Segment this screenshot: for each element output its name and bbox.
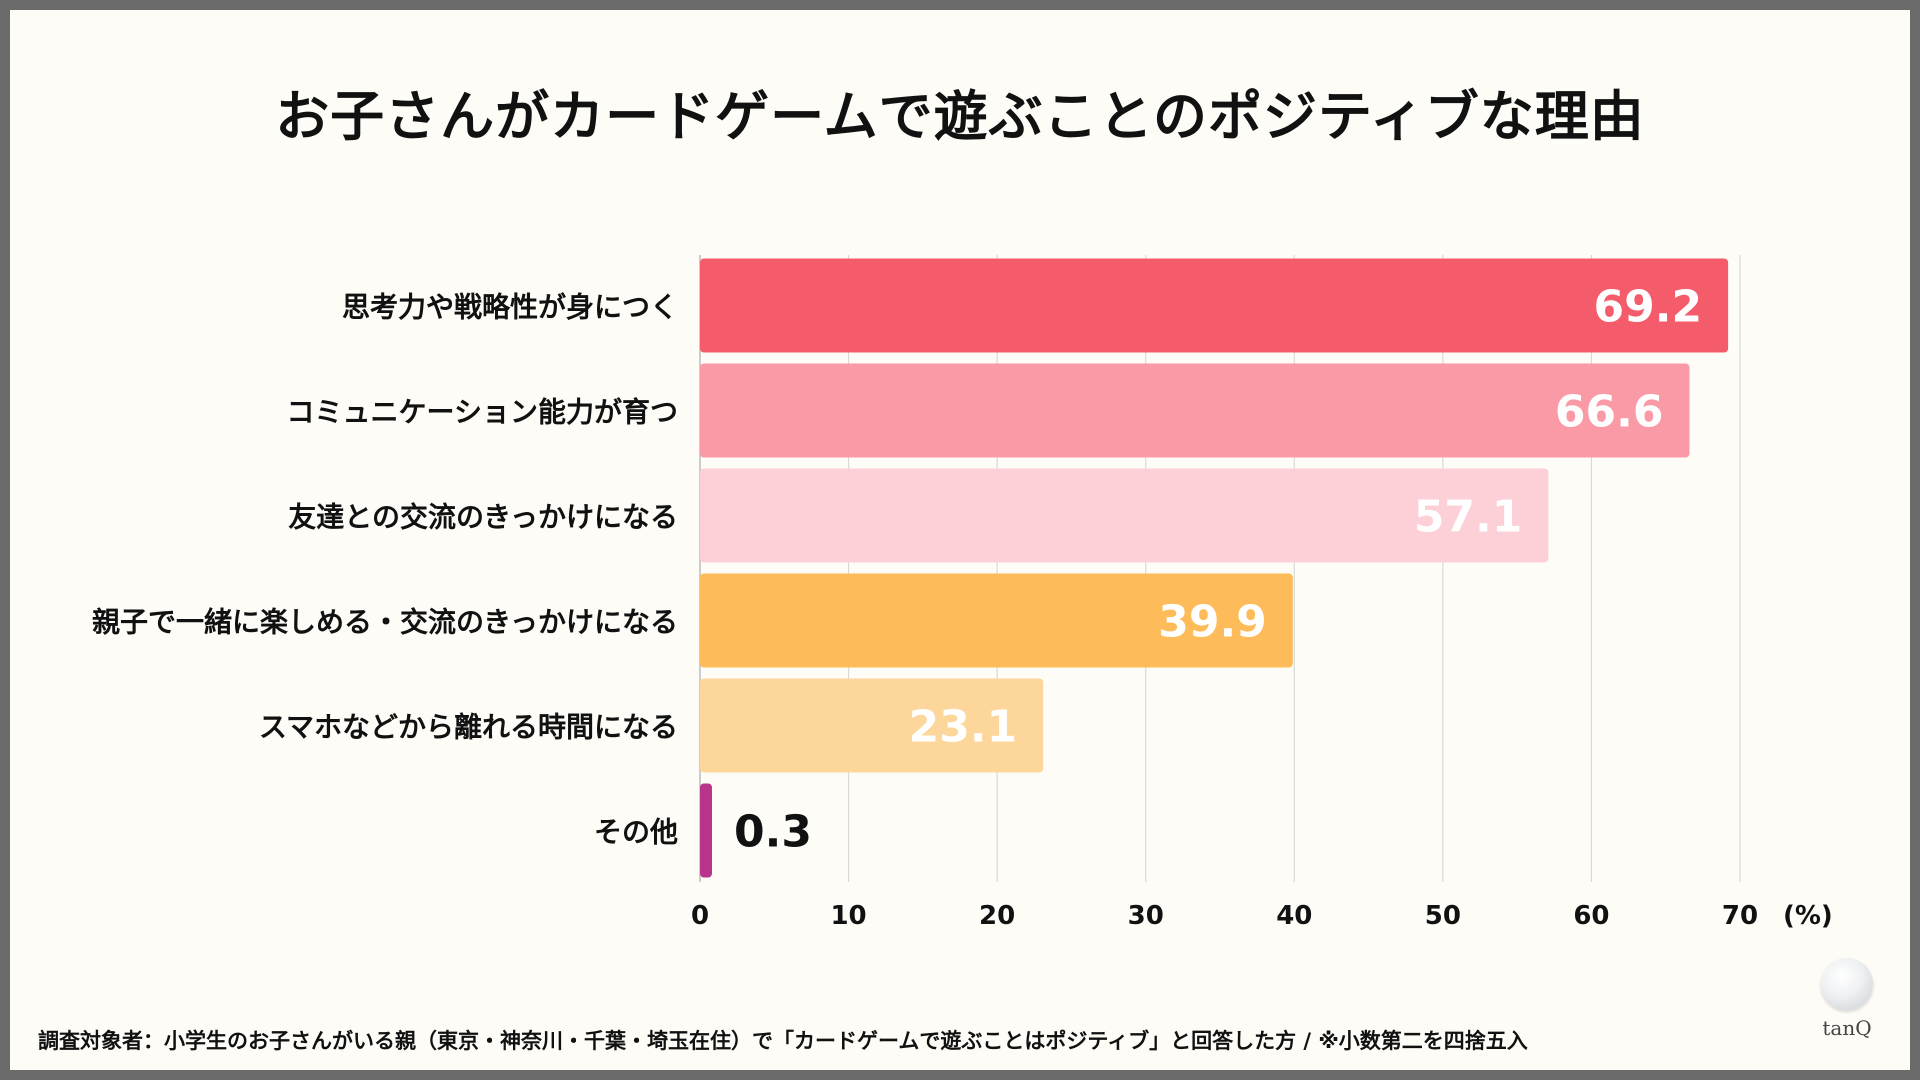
x-tick-label: 30 — [1128, 901, 1164, 931]
x-tick-label: 70 — [1722, 901, 1758, 931]
category-label: スマホなどから離れる時間になる — [259, 711, 678, 744]
value-label: 23.1 — [909, 702, 1018, 753]
logo-text: tanQ — [1822, 1016, 1872, 1040]
bar — [700, 258, 1729, 353]
bar — [700, 678, 1044, 773]
x-tick-label: 0 — [691, 901, 709, 931]
category-label: 思考力や戦略性が身につく — [342, 291, 678, 324]
bar — [700, 573, 1293, 668]
bar — [700, 783, 712, 878]
x-tick-label: 40 — [1276, 901, 1312, 931]
value-label: 39.9 — [1158, 597, 1267, 648]
value-label: 66.6 — [1555, 387, 1664, 438]
value-label: 69.2 — [1594, 282, 1703, 333]
bar — [700, 363, 1690, 458]
bar — [700, 468, 1549, 563]
category-label: 親子で一緒に楽しめる・交流のきっかけになる — [92, 606, 678, 639]
value-label: 57.1 — [1414, 492, 1523, 543]
unit-label: (%) — [1783, 901, 1833, 931]
value-label: 0.3 — [734, 807, 812, 858]
footnote: 調査対象者：小学生のお子さんがいる親（東京・神奈川・千葉・埼玉在住）で「カードゲ… — [38, 1029, 1528, 1053]
chart-title: お子さんがカードゲームで遊ぶことのポジティブな理由 — [275, 85, 1645, 148]
x-tick-label: 10 — [830, 901, 866, 931]
category-label: その他 — [594, 816, 678, 849]
logo-ball-icon — [1821, 958, 1873, 1010]
category-label: コミュニケーション能力が育つ — [287, 396, 678, 429]
x-tick-label: 20 — [979, 901, 1015, 931]
x-tick-label: 60 — [1573, 901, 1609, 931]
brand-logo: tanQ — [1812, 952, 1882, 1052]
category-label: 友達との交流のきっかけになる — [288, 501, 678, 534]
x-tick-label: 50 — [1425, 901, 1461, 931]
